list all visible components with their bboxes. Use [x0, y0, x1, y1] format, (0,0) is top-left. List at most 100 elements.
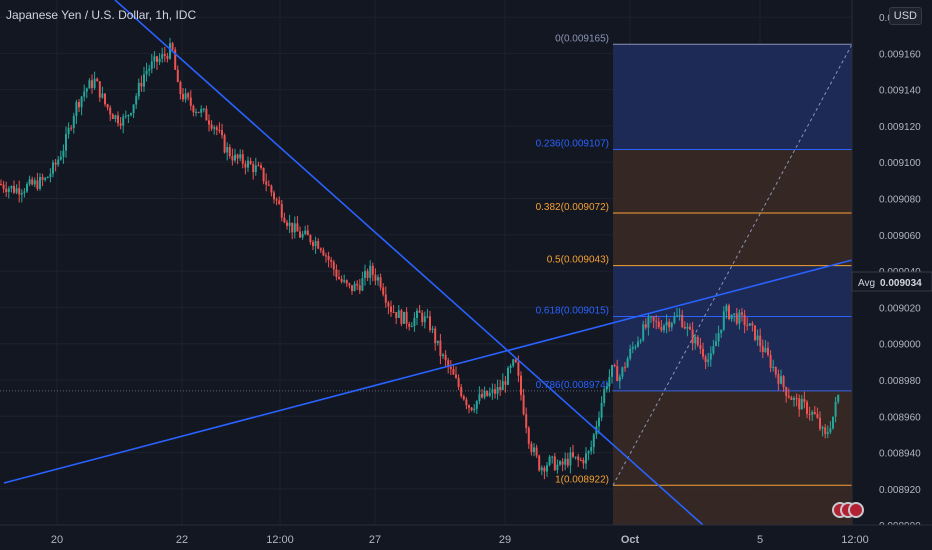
candle — [728, 303, 730, 321]
candle-body — [54, 162, 57, 165]
candle — [712, 339, 715, 356]
candle — [293, 216, 296, 239]
candle-body — [10, 186, 13, 189]
candle — [205, 105, 208, 121]
candle — [213, 125, 216, 135]
candle — [31, 176, 34, 186]
candle-body — [746, 325, 749, 327]
candle-body — [392, 311, 395, 313]
candle — [260, 162, 262, 170]
candle — [405, 307, 408, 329]
candle — [624, 362, 626, 372]
candle-body — [553, 456, 556, 471]
candle-body — [93, 78, 96, 89]
candle — [826, 425, 829, 439]
candle-body — [0, 184, 2, 186]
candle — [637, 336, 639, 348]
candle — [140, 75, 143, 92]
candle-body — [348, 283, 351, 286]
candle-body — [533, 447, 535, 453]
candle — [767, 341, 769, 357]
candle — [837, 394, 840, 404]
candle-body — [169, 43, 171, 59]
candle-body — [613, 365, 616, 367]
candle — [533, 442, 535, 457]
candle — [96, 77, 99, 82]
candle-body — [75, 102, 78, 117]
candle-body — [244, 163, 247, 168]
candle — [738, 309, 741, 330]
candle — [161, 47, 164, 63]
candle-body — [470, 407, 473, 411]
candle-body — [109, 107, 112, 115]
candle-body — [795, 398, 798, 400]
candle — [652, 316, 655, 329]
candle-body — [304, 230, 307, 235]
candle — [187, 91, 190, 101]
candle — [267, 180, 270, 187]
candle — [816, 407, 819, 419]
candle-body — [660, 327, 663, 331]
candle-body — [44, 178, 47, 180]
candle-body — [738, 312, 741, 324]
candle — [715, 333, 717, 347]
candle-body — [717, 333, 720, 342]
candle — [299, 226, 301, 238]
candle — [241, 149, 244, 169]
candle-body — [421, 312, 424, 323]
candle-body — [265, 181, 268, 185]
candle-body — [130, 113, 132, 116]
currency-selector[interactable]: USD — [888, 7, 922, 25]
candle-body — [127, 115, 130, 117]
candle-body — [468, 405, 470, 408]
candle-body — [148, 68, 151, 71]
y-tick-label: 0.009060 — [879, 231, 921, 242]
candle — [286, 219, 288, 230]
candle — [730, 314, 733, 322]
currency-flags[interactable] — [832, 502, 872, 522]
candle-body — [83, 91, 86, 97]
candle — [270, 184, 273, 197]
candle — [122, 113, 125, 134]
candle-body — [483, 390, 486, 398]
candle — [449, 360, 452, 376]
candle — [390, 300, 392, 318]
candle — [673, 312, 676, 325]
candle — [257, 161, 260, 167]
fib-level-label: 0.382(0.009072) — [536, 202, 609, 213]
candle — [109, 105, 112, 121]
candle — [800, 395, 803, 410]
candle-body — [663, 325, 665, 331]
candle-body — [585, 453, 587, 464]
candle-body — [629, 348, 632, 359]
candle-body — [496, 386, 499, 394]
candle-body — [566, 458, 569, 466]
candle-body — [384, 294, 387, 303]
candle — [785, 386, 788, 403]
candle — [634, 344, 637, 351]
candle — [761, 339, 764, 359]
candle-body — [296, 223, 299, 232]
candle-body — [780, 376, 782, 384]
candle-body — [782, 376, 785, 388]
candle-body — [657, 321, 660, 328]
candle-body — [637, 341, 639, 347]
candle-body — [504, 381, 507, 385]
candle — [127, 114, 130, 124]
candle — [696, 334, 699, 347]
candle — [748, 323, 751, 326]
candle-body — [426, 316, 429, 318]
us-flag-icon — [848, 502, 864, 518]
candle — [325, 252, 327, 263]
candle — [33, 177, 36, 188]
x-tick-label: Oct — [621, 534, 640, 546]
candle-body — [668, 321, 671, 328]
candle — [23, 188, 26, 198]
candle — [317, 238, 320, 250]
candle-body — [299, 231, 301, 238]
candle — [512, 358, 515, 368]
candle — [343, 274, 346, 284]
candle-body — [140, 82, 143, 87]
candle — [124, 110, 127, 119]
